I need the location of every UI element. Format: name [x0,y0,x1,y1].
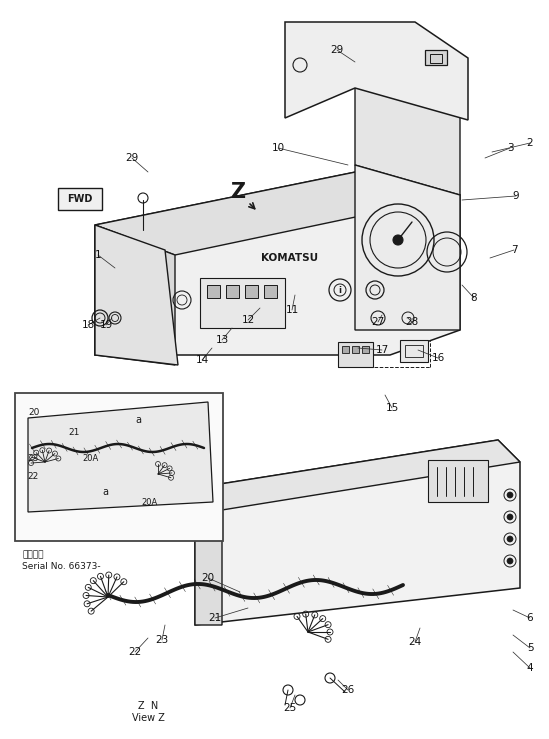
Text: a: a [102,487,108,497]
Polygon shape [28,402,213,512]
Text: 22: 22 [27,471,38,480]
Text: 6: 6 [526,613,533,623]
Circle shape [507,492,513,498]
Text: 20: 20 [28,407,40,417]
Text: 適用機種: 適用機種 [22,550,43,559]
Text: 23: 23 [155,635,169,645]
Text: Z  N
View Z: Z N View Z [132,701,165,723]
Text: 2: 2 [526,138,533,148]
Text: 25: 25 [283,703,296,713]
Text: 20: 20 [201,573,215,583]
Text: 18: 18 [81,320,94,330]
Text: 20A: 20A [142,497,158,506]
Text: 7: 7 [511,245,517,255]
Text: 15: 15 [385,403,399,413]
Text: KOMATSU: KOMATSU [261,253,318,263]
Polygon shape [195,488,222,625]
Text: 21: 21 [68,427,80,437]
Polygon shape [95,165,460,355]
Text: 9: 9 [513,191,519,201]
Text: 19: 19 [99,320,113,330]
Bar [425,50,447,65]
Bar [200,278,285,328]
Text: 10: 10 [271,143,284,153]
Polygon shape [95,225,175,365]
Bar [362,346,369,353]
Text: a: a [135,415,141,425]
Text: 29: 29 [330,45,344,55]
Text: i: i [339,285,341,295]
Text: Serial No. 66373-: Serial No. 66373- [22,562,100,571]
Text: 1: 1 [94,250,102,260]
Bar [264,285,277,298]
Text: 23: 23 [27,454,38,463]
Text: 12: 12 [242,315,255,325]
Text: 22: 22 [128,647,142,657]
Polygon shape [95,165,460,255]
Polygon shape [195,440,520,510]
Text: FWD: FWD [68,194,93,204]
Text: 20A: 20A [82,454,98,463]
Polygon shape [355,165,460,330]
Text: 24: 24 [408,637,422,647]
Text: 14: 14 [195,355,209,365]
Text: 13: 13 [215,335,228,345]
Circle shape [393,235,403,245]
Polygon shape [355,85,460,195]
Bar [428,460,488,502]
Text: 16: 16 [432,353,445,363]
Bar [400,340,428,362]
Bar [405,345,423,357]
Text: 27: 27 [371,317,385,327]
Text: 5: 5 [526,643,533,653]
Bar [342,346,349,353]
Bar [15,393,223,541]
Text: 21: 21 [209,613,222,623]
Polygon shape [285,22,468,120]
Bar [245,285,258,298]
Text: 11: 11 [285,305,299,315]
Text: 4: 4 [526,663,533,673]
Bar [58,188,102,210]
Text: Z: Z [231,182,245,202]
Polygon shape [195,440,520,625]
Bar [207,285,220,298]
Polygon shape [95,225,178,365]
Circle shape [507,514,513,520]
Text: 28: 28 [405,317,419,327]
Circle shape [507,558,513,564]
Text: 3: 3 [507,143,513,153]
Circle shape [507,536,513,542]
Text: 26: 26 [341,685,355,695]
Bar [430,54,442,63]
Bar [226,285,239,298]
Bar [352,346,359,353]
Text: 17: 17 [376,345,389,355]
Text: 8: 8 [470,293,477,303]
Bar [338,342,373,367]
Text: 29: 29 [125,153,139,163]
